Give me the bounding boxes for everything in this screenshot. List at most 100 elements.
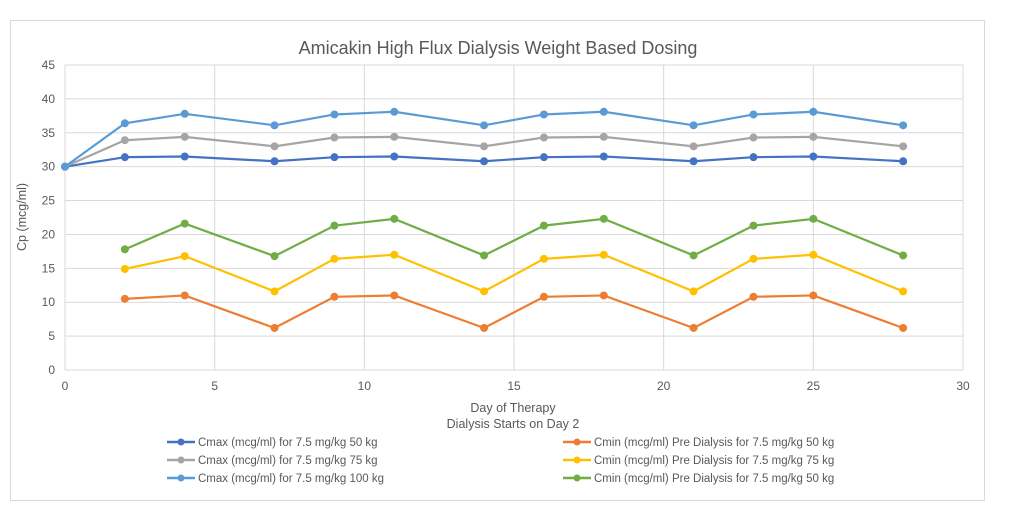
chart-frame (10, 20, 985, 501)
legend-label: Cmax (mcg/ml) for 7.5 mg/kg 100 kg (198, 473, 384, 485)
data-point (599, 250, 608, 259)
data-point (390, 214, 399, 223)
data-point (809, 214, 818, 223)
data-point (749, 221, 758, 230)
data-point (539, 153, 548, 162)
data-point (689, 121, 698, 130)
data-point (390, 132, 399, 141)
legend-marker (573, 456, 581, 464)
x-tick-label: 30 (956, 379, 970, 393)
data-point (749, 110, 758, 119)
data-point (539, 221, 548, 230)
y-tick-label: 40 (42, 92, 56, 106)
legend-marker (177, 456, 185, 464)
data-point (539, 133, 548, 142)
legend-entry: Cmin (mcg/ml) Pre Dialysis for 7.5 mg/kg… (563, 455, 834, 467)
legend-entry: Cmax (mcg/ml) for 7.5 mg/kg 50 kg (167, 437, 378, 449)
data-point (599, 152, 608, 161)
data-point (809, 132, 818, 141)
data-point (390, 107, 399, 116)
data-point (330, 221, 339, 230)
data-point (480, 121, 489, 130)
data-point (749, 292, 758, 301)
data-point (120, 294, 129, 303)
data-point (899, 323, 908, 332)
data-point (270, 142, 279, 151)
data-point (480, 157, 489, 166)
data-point (120, 153, 129, 162)
data-point (749, 133, 758, 142)
data-point (749, 254, 758, 263)
data-point (539, 110, 548, 119)
data-point (749, 153, 758, 162)
series-6 (120, 214, 908, 261)
legend-entry: Cmax (mcg/ml) for 7.5 mg/kg 100 kg (167, 473, 384, 485)
series-1 (61, 152, 908, 171)
y-tick-label: 20 (42, 227, 56, 241)
x-tick-label: 25 (807, 379, 821, 393)
data-point (599, 291, 608, 300)
data-point (480, 287, 489, 296)
data-point (899, 142, 908, 151)
data-point (180, 132, 189, 141)
legend-entry: Cmin (mcg/ml) Pre Dialysis for 7.5 mg/kg… (563, 437, 834, 449)
data-point (809, 250, 818, 259)
x-axis-subtitle: Dialysis Starts on Day 2 (447, 417, 580, 431)
data-point (330, 110, 339, 119)
y-tick-label: 0 (48, 363, 55, 377)
data-point (270, 157, 279, 166)
data-point (180, 252, 189, 261)
x-tick-label: 5 (211, 379, 218, 393)
data-point (599, 107, 608, 116)
x-tick-label: 10 (358, 379, 372, 393)
data-point (809, 291, 818, 300)
y-tick-label: 10 (42, 295, 56, 309)
legend-marker (177, 438, 185, 446)
legend-label: Cmax (mcg/ml) for 7.5 mg/kg 50 kg (198, 437, 378, 449)
chart-title: Amicakin High Flux Dialysis Weight Based… (299, 38, 698, 58)
y-tick-label: 30 (42, 160, 56, 174)
data-point (390, 291, 399, 300)
data-point (599, 132, 608, 141)
data-point (899, 287, 908, 296)
legend-marker (573, 438, 581, 446)
data-point (899, 251, 908, 260)
series-5 (120, 250, 908, 296)
legend-entry: Cmin (mcg/ml) Pre Dialysis for 7.5 mg/kg… (563, 473, 834, 485)
data-point (539, 292, 548, 301)
x-tick-label: 20 (657, 379, 671, 393)
data-point (480, 142, 489, 151)
data-point (689, 323, 698, 332)
data-point (899, 157, 908, 166)
x-tick-label: 15 (507, 379, 521, 393)
data-point (390, 152, 399, 161)
y-tick-label: 5 (48, 329, 55, 343)
legend-label: Cmin (mcg/ml) Pre Dialysis for 7.5 mg/kg… (594, 473, 834, 485)
data-point (539, 254, 548, 263)
data-point (390, 250, 399, 259)
data-point (899, 121, 908, 130)
data-point (120, 136, 129, 145)
y-tick-label: 25 (42, 194, 56, 208)
data-point (330, 292, 339, 301)
data-point (480, 323, 489, 332)
data-point (180, 219, 189, 228)
data-point (809, 107, 818, 116)
y-tick-label: 45 (42, 58, 56, 72)
data-point (270, 323, 279, 332)
data-point (180, 291, 189, 300)
data-point (330, 133, 339, 142)
data-point (330, 153, 339, 162)
data-point (120, 119, 129, 128)
legend-entry: Cmax (mcg/ml) for 7.5 mg/kg 75 kg (167, 455, 378, 467)
legend-marker (573, 474, 581, 482)
data-point (330, 254, 339, 263)
series-line (124, 294, 904, 330)
series-line (124, 253, 904, 293)
series-3 (61, 107, 908, 171)
x-axis-title: Day of Therapy (470, 401, 556, 415)
y-tick-label: 15 (42, 261, 56, 275)
legend-label: Cmin (mcg/ml) Pre Dialysis for 7.5 mg/kg… (594, 437, 834, 449)
data-point (809, 152, 818, 161)
